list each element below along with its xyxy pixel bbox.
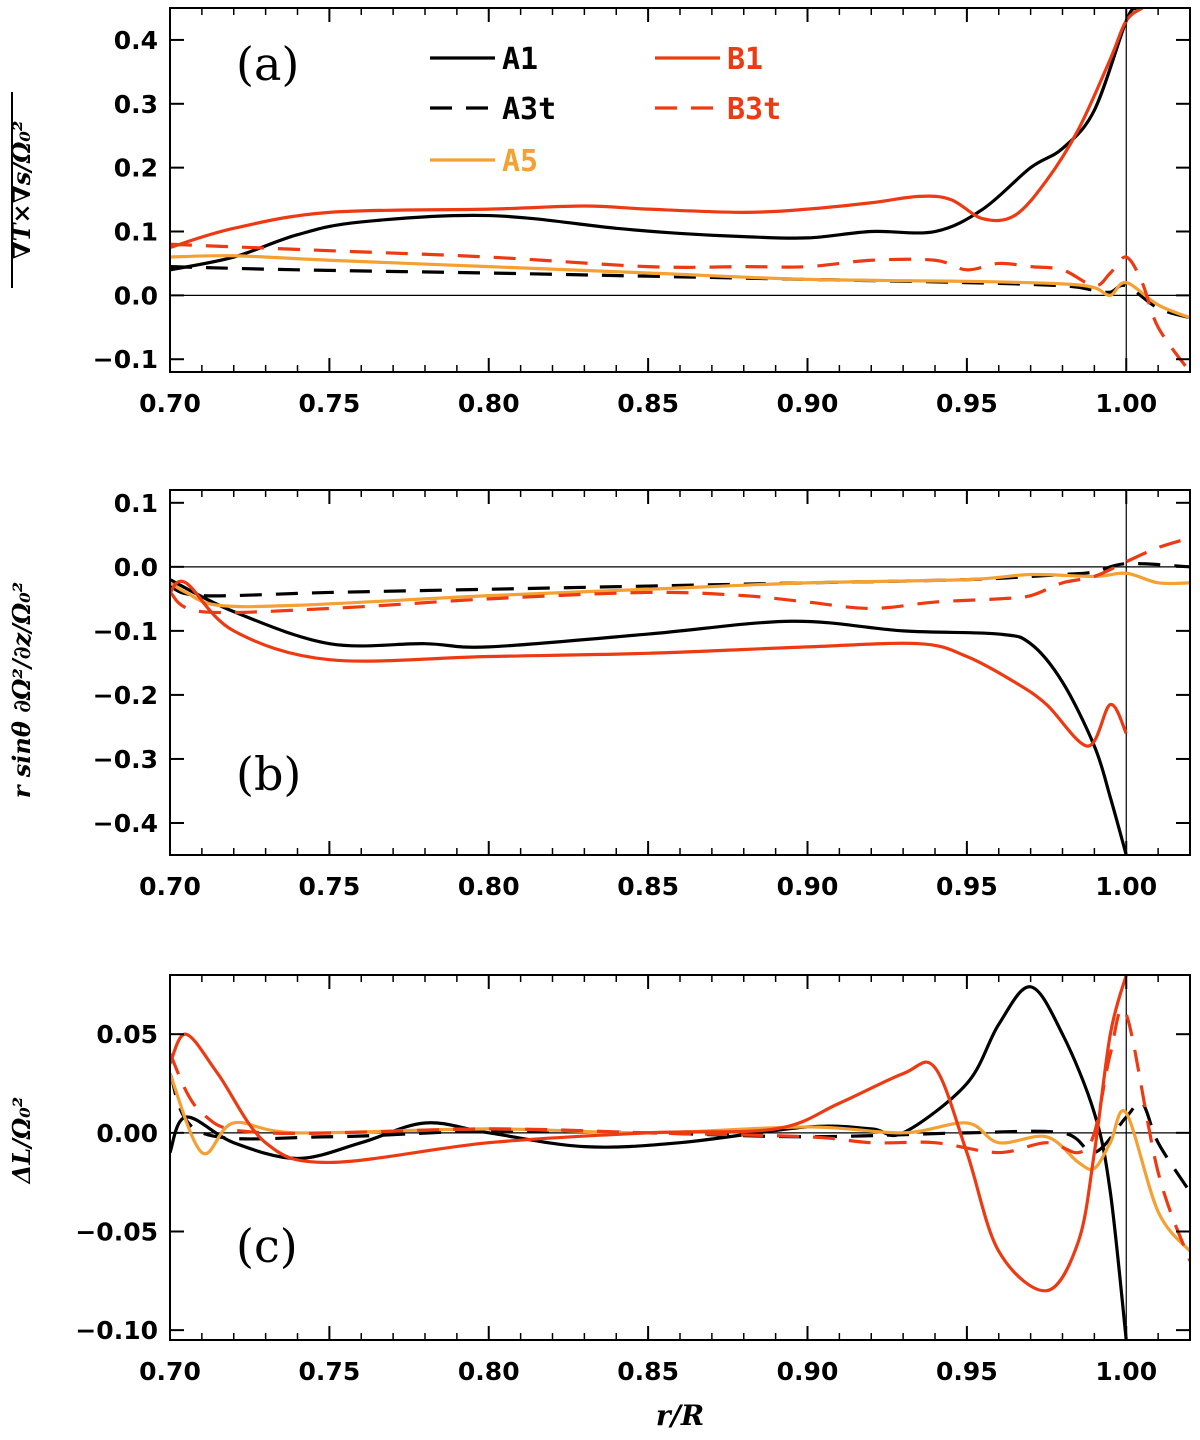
x-tick-label: 0.95: [936, 872, 998, 901]
x-tick-label: 0.85: [617, 389, 679, 418]
series-line-B3t: [170, 242, 1190, 372]
x-tick-label: 0.70: [139, 1357, 201, 1386]
x-tick-label: 0.80: [458, 1357, 520, 1386]
y-tick-label: 0.3: [114, 90, 158, 119]
legend-label-A5: A5: [502, 144, 538, 179]
y-tick-label: −0.1: [93, 617, 158, 646]
panel-label: (b): [236, 747, 301, 801]
plot-frame: [169, 489, 1191, 856]
x-tick-label: 0.75: [299, 872, 361, 901]
x-tick-label: 0.80: [458, 389, 520, 418]
series-line-A3t: [170, 1072, 1190, 1193]
panel-c: 0.70 0.75 0.80 0.85 0.90 0.95 1.00 −0.10 −0.05 0.…: [7, 974, 1191, 1432]
series-line-A5: [170, 254, 1190, 320]
y-tick-label: −0.1: [93, 345, 158, 374]
y-tick-label: 0.05: [96, 1020, 158, 1049]
y-tick-label: −0.4: [93, 809, 158, 838]
y-tick-label: 0.00: [96, 1119, 158, 1148]
x-tick-label: 0.75: [299, 389, 361, 418]
panel-label: (a): [236, 37, 299, 91]
series-line-B1: [170, 975, 1128, 1293]
x-tick-label: 1.00: [1095, 872, 1157, 901]
x-tick-label: 0.95: [936, 389, 998, 418]
x-tick-label: 0.80: [458, 872, 520, 901]
series-line-A1: [170, 8, 1138, 272]
y-tick-label: −0.3: [93, 745, 158, 774]
x-tick-label: 1.00: [1095, 1357, 1157, 1386]
series-line-A1: [170, 578, 1128, 855]
y-tick-label: 0.0: [114, 553, 158, 582]
series-line-A5: [170, 1073, 1190, 1253]
y-axis-label: ΔL/Ω₀²: [7, 1097, 36, 1185]
x-tick-label: 0.75: [299, 1357, 361, 1386]
y-tick-label: 0.1: [114, 489, 158, 518]
x-tick-label: 0.95: [936, 1357, 998, 1386]
y-axis-label: r sinθ ∂Ω²/∂z/Ω₀²: [7, 582, 36, 799]
legend-label-A3t: A3t: [502, 92, 556, 127]
legend-label-A1: A1: [502, 42, 538, 77]
y-tick-label: −0.2: [93, 681, 158, 710]
panel-b: 0.70 0.75 0.80 0.85 0.90 0.95 1.00 −0.4 −0.3 −0.2…: [7, 489, 1191, 901]
plot-frame: [169, 7, 1191, 373]
x-tick-label: 0.85: [617, 1357, 679, 1386]
series-line-B1: [170, 579, 1128, 748]
series-line-B3t: [170, 536, 1190, 615]
x-tick-label: 0.85: [617, 872, 679, 901]
legend: A1 A3t A5 B1 B3t: [430, 42, 781, 179]
y-tick-label: −0.05: [75, 1217, 158, 1246]
x-tick-label: 0.90: [777, 1357, 839, 1386]
series-line-B3t: [170, 1007, 1190, 1262]
y-tick-label: 0.4: [114, 26, 158, 55]
y-tick-label: 0.2: [114, 154, 158, 183]
legend-label-B1: B1: [727, 42, 763, 77]
legend-label-B3t: B3t: [727, 92, 781, 127]
y-tick-label: −0.10: [75, 1316, 158, 1345]
series-line-A5: [170, 571, 1190, 609]
series-line-B1: [170, 8, 1144, 250]
y-tick-label: 0.0: [114, 281, 158, 310]
x-axis-label: r/R: [656, 1399, 704, 1432]
x-tick-label: 0.70: [139, 389, 201, 418]
panel-label: (c): [236, 1219, 298, 1273]
panel-a: 0.70 0.75 0.80 0.85 0.90 0.95 1.00 −0.1 0.0 0.1 0.…: [7, 7, 1191, 418]
x-tick-label: 0.90: [777, 872, 839, 901]
plot-frame: [169, 974, 1191, 1341]
x-tick-label: 0.70: [139, 872, 201, 901]
y-tick-label: 0.1: [114, 218, 158, 247]
x-tick-label: 1.00: [1095, 389, 1157, 418]
x-tick-label: 0.90: [777, 389, 839, 418]
